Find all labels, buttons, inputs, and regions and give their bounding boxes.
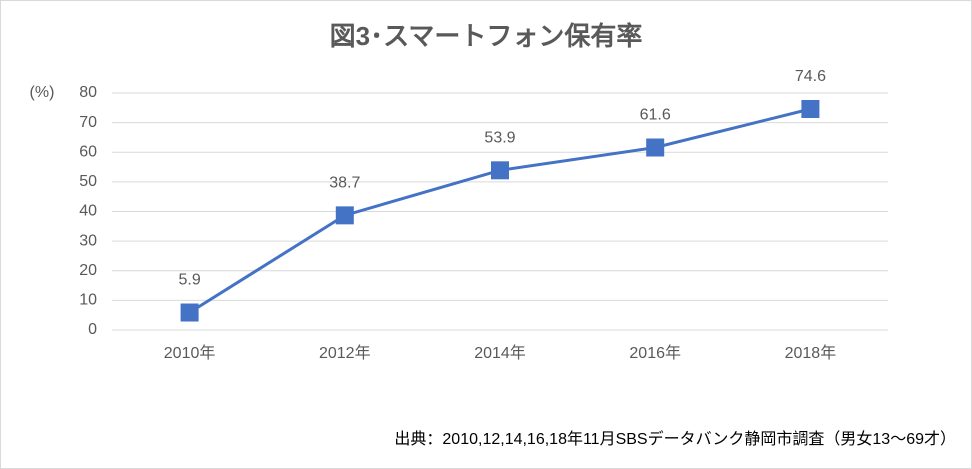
y-tick-label: 60 xyxy=(79,143,97,160)
data-label: 61.6 xyxy=(640,107,671,124)
y-tick-label: 70 xyxy=(79,114,97,131)
y-tick-label: 40 xyxy=(79,203,97,220)
y-tick-label: 10 xyxy=(79,292,97,309)
x-tick-label: 2016年 xyxy=(629,344,681,362)
source-note: 出典：2010,12,14,16,18年11月SBSデータバンク静岡市調査（男女… xyxy=(394,429,956,448)
data-label: 74.6 xyxy=(795,68,826,85)
y-tick-label: 30 xyxy=(79,232,97,249)
y-tick-label: 20 xyxy=(79,262,97,279)
marker xyxy=(491,161,509,180)
marker xyxy=(180,303,199,322)
y-tick-label: 0 xyxy=(88,321,97,338)
x-tick-label: 2018年 xyxy=(785,344,837,362)
y-axis-unit: (%) xyxy=(30,84,55,101)
chart-title: 図3･スマートフォン保有率 xyxy=(330,21,643,51)
data-label: 53.9 xyxy=(484,130,515,147)
marker xyxy=(801,99,820,118)
data-label: 38.7 xyxy=(329,175,360,192)
x-tick-label: 2010年 xyxy=(164,344,216,362)
y-tick-label: 50 xyxy=(79,173,97,190)
x-tick-label: 2014年 xyxy=(474,344,526,362)
marker xyxy=(646,138,665,157)
x-tick-label: 2012年 xyxy=(319,344,371,362)
y-tick-label: 80 xyxy=(79,84,97,101)
marker xyxy=(335,206,354,225)
data-label: 5.9 xyxy=(178,272,200,289)
